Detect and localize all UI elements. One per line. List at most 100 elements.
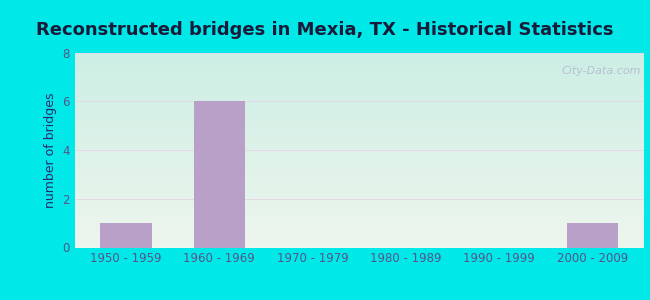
Bar: [75, 167, 644, 168]
Bar: [75, 147, 644, 148]
Bar: [75, 183, 644, 184]
Bar: [75, 245, 644, 246]
Bar: [75, 236, 644, 237]
Bar: [75, 143, 644, 144]
Bar: [75, 64, 644, 65]
Bar: [75, 176, 644, 177]
Bar: [75, 128, 644, 129]
Bar: [75, 177, 644, 178]
Bar: [75, 231, 644, 232]
Bar: [75, 121, 644, 122]
Bar: [75, 238, 644, 239]
Bar: [567, 223, 618, 247]
Bar: [75, 132, 644, 133]
Bar: [75, 205, 644, 206]
Bar: [75, 210, 644, 211]
Bar: [75, 230, 644, 231]
Bar: [75, 138, 644, 139]
Bar: [75, 137, 644, 138]
Bar: [75, 54, 644, 55]
Bar: [75, 155, 644, 156]
Bar: [75, 194, 644, 195]
Bar: [75, 234, 644, 235]
Bar: [75, 89, 644, 90]
Bar: [75, 201, 644, 202]
Bar: [194, 101, 245, 248]
Bar: [75, 139, 644, 140]
Y-axis label: number of bridges: number of bridges: [44, 92, 57, 208]
Bar: [75, 164, 644, 165]
Bar: [75, 123, 644, 124]
Bar: [75, 185, 644, 186]
Bar: [75, 229, 644, 230]
Bar: [75, 118, 644, 119]
Bar: [75, 173, 644, 174]
Bar: [75, 106, 644, 107]
Bar: [75, 104, 644, 105]
Bar: [75, 86, 644, 87]
Bar: [75, 57, 644, 58]
Bar: [75, 198, 644, 199]
Bar: [75, 191, 644, 192]
Bar: [75, 244, 644, 245]
Bar: [100, 223, 151, 247]
Bar: [75, 165, 644, 166]
Bar: [75, 102, 644, 103]
Bar: [75, 189, 644, 190]
Bar: [75, 100, 644, 101]
Bar: [75, 235, 644, 236]
Bar: [75, 68, 644, 69]
Bar: [75, 77, 644, 78]
Bar: [75, 181, 644, 182]
Bar: [75, 52, 644, 53]
Bar: [75, 95, 644, 96]
Bar: [75, 99, 644, 100]
Bar: [75, 111, 644, 112]
Bar: [75, 130, 644, 131]
Bar: [75, 215, 644, 216]
Bar: [75, 82, 644, 83]
Bar: [75, 126, 644, 127]
Bar: [75, 158, 644, 159]
Bar: [75, 197, 644, 198]
Bar: [75, 124, 644, 125]
Bar: [75, 172, 644, 173]
Bar: [75, 239, 644, 240]
Bar: [75, 116, 644, 117]
Bar: [75, 75, 644, 76]
Bar: [75, 98, 644, 99]
Bar: [75, 76, 644, 77]
Bar: [75, 146, 644, 147]
Bar: [75, 237, 644, 238]
Bar: [75, 200, 644, 201]
Bar: [75, 131, 644, 132]
Bar: [75, 55, 644, 56]
Bar: [75, 228, 644, 229]
Bar: [75, 186, 644, 187]
Bar: [75, 96, 644, 97]
Bar: [75, 94, 644, 95]
Bar: [75, 53, 644, 54]
Bar: [75, 161, 644, 162]
Bar: [75, 113, 644, 114]
Bar: [75, 107, 644, 108]
Bar: [75, 225, 644, 226]
Bar: [75, 180, 644, 181]
Bar: [75, 90, 644, 91]
Bar: [75, 122, 644, 123]
Bar: [75, 166, 644, 167]
Bar: [75, 136, 644, 137]
Bar: [75, 56, 644, 57]
Bar: [75, 61, 644, 62]
Bar: [75, 163, 644, 164]
Bar: [75, 243, 644, 244]
Bar: [75, 224, 644, 225]
Bar: [75, 66, 644, 67]
Bar: [75, 81, 644, 82]
Bar: [75, 196, 644, 197]
Bar: [75, 148, 644, 149]
Bar: [75, 175, 644, 176]
Bar: [75, 226, 644, 227]
Bar: [75, 142, 644, 143]
Bar: [75, 88, 644, 89]
